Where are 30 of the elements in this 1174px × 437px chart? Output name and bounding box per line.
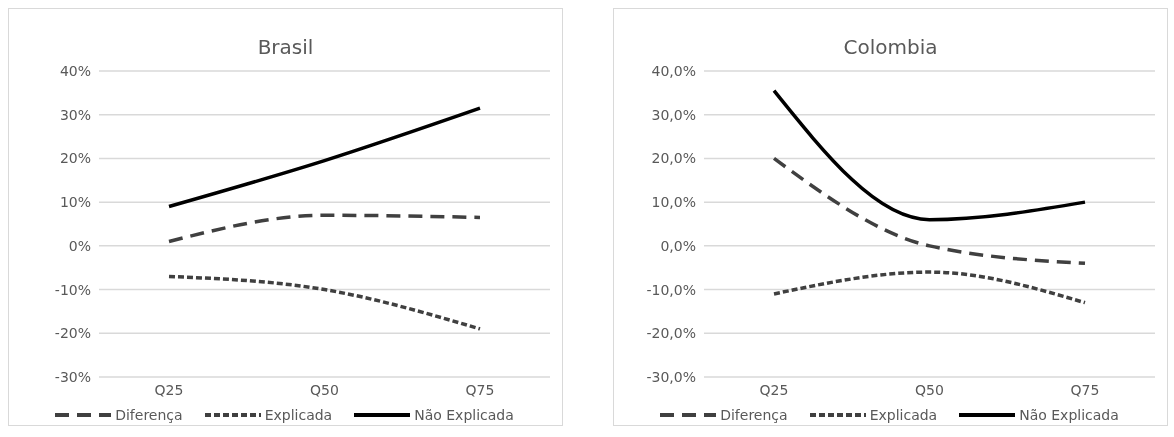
legend-label: Explicada [869, 407, 938, 423]
y-tick-label: 30,0% [651, 106, 696, 123]
chart-title: Colombia [842, 35, 939, 61]
y-tick-label: -30% [54, 368, 91, 385]
legend-label: Não Explicada [1019, 407, 1119, 423]
x-tick-label: Q50 [310, 381, 339, 398]
y-tick-label: 20,0% [651, 150, 696, 167]
y-tick-label: -30,0% [646, 368, 696, 385]
legend-label: Diferença [115, 407, 183, 423]
y-tick-label: -20% [54, 325, 91, 342]
legend-label: Explicada [264, 407, 333, 423]
legend-label: Diferença [720, 407, 788, 423]
y-tick-label: 10,0% [651, 194, 696, 211]
x-tick-label: Q75 [465, 381, 495, 398]
chart-title: Brasil [256, 35, 315, 61]
y-tick-label: 0% [68, 237, 91, 254]
x-tick-label: Q75 [1070, 381, 1100, 398]
x-tick-label: Q25 [759, 381, 789, 398]
y-tick-label: 30% [59, 106, 91, 123]
y-tick-label: 0,0% [660, 237, 696, 254]
legend-label: Não Explicada [414, 407, 514, 423]
y-tick-label: -20,0% [646, 325, 696, 342]
y-tick-label: 40,0% [651, 62, 696, 79]
y-tick-label: -10% [54, 281, 91, 298]
y-tick-label: 10% [59, 194, 91, 211]
x-tick-label: Q50 [915, 381, 944, 398]
x-tick-label: Q25 [154, 381, 184, 398]
y-tick-label: -10,0% [646, 281, 696, 298]
y-tick-label: 20% [59, 150, 91, 167]
y-tick-label: 40% [59, 62, 91, 79]
